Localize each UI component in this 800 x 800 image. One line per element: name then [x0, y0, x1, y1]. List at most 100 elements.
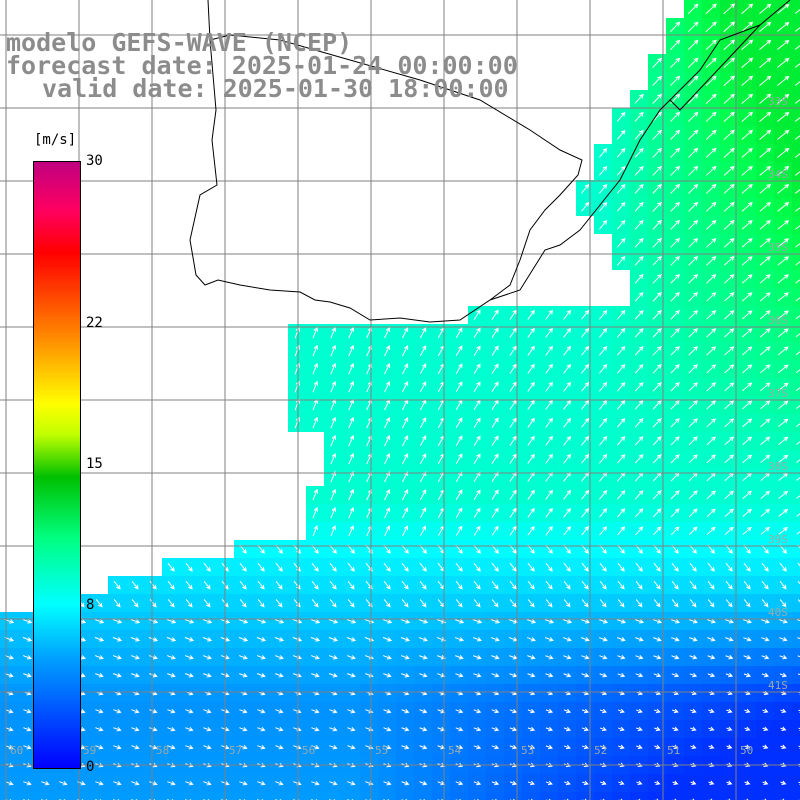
- wind-arrow: [652, 508, 662, 518]
- wind-arrow: [527, 435, 535, 446]
- wind-arrow: [743, 599, 751, 608]
- wind-arrow: [759, 165, 772, 176]
- speed-cell: [792, 396, 800, 414]
- wind-arrow: [652, 273, 662, 284]
- wind-arrow: [563, 525, 571, 536]
- wind-arrow: [419, 489, 427, 501]
- wind-arrow: [759, 310, 771, 320]
- wind-arrow: [741, 274, 753, 284]
- wind-arrow: [202, 655, 212, 660]
- wind-arrow: [257, 708, 266, 714]
- wind-arrow: [347, 562, 355, 572]
- wind-arrow: [509, 309, 517, 320]
- wind-arrow: [185, 562, 193, 572]
- wind-arrow: [563, 327, 572, 338]
- wind-arrow: [149, 580, 157, 590]
- wind-arrow: [130, 637, 141, 642]
- wind-arrow: [688, 201, 699, 212]
- wind-arrow: [149, 781, 158, 786]
- wind-arrow: [670, 273, 680, 284]
- wind-arrow: [777, 328, 789, 338]
- wind-arrow: [796, 513, 800, 517]
- wind-arrow: [130, 655, 140, 660]
- wind-arrow: [670, 418, 680, 428]
- wind-arrow: [795, 333, 800, 338]
- wind-arrow: [780, 780, 787, 785]
- speed-cell: [792, 126, 800, 144]
- wind-arrow: [761, 636, 770, 642]
- wind-arrow: [509, 744, 518, 750]
- wind-arrow: [275, 726, 284, 732]
- wind-arrow: [742, 382, 753, 392]
- speed-cell: [360, 792, 378, 800]
- wind-arrow: [509, 580, 517, 590]
- wind-arrow: [563, 309, 572, 320]
- wind-arrow: [778, 436, 789, 446]
- wind-arrow: [311, 708, 320, 714]
- lat-label: 34S: [768, 168, 788, 181]
- wind-arrow: [634, 237, 644, 248]
- wind-arrow: [670, 147, 681, 158]
- speed-cell: [792, 702, 800, 720]
- wind-arrow: [617, 562, 625, 572]
- wind-arrow: [455, 562, 463, 572]
- wind-arrow: [312, 488, 319, 501]
- wind-arrow: [616, 417, 626, 428]
- wind-arrow: [545, 599, 553, 608]
- wind-arrow: [760, 454, 771, 464]
- wind-arrow: [706, 619, 716, 624]
- wind-arrow: [527, 489, 535, 500]
- wind-arrow: [112, 655, 122, 660]
- wind-arrow: [759, 238, 771, 248]
- wind-arrow: [796, 477, 800, 481]
- wind-arrow: [741, 310, 753, 320]
- wind-arrow: [795, 207, 800, 212]
- wind-arrow: [759, 75, 772, 86]
- wind-arrow: [616, 165, 626, 176]
- wind-arrow: [777, 75, 790, 86]
- wind-arrow: [795, 315, 800, 320]
- wind-arrow: [257, 580, 265, 590]
- wind-arrow: [653, 708, 661, 714]
- lat-label: 36S: [768, 314, 788, 327]
- wind-arrow: [527, 381, 535, 392]
- wind-arrow: [347, 599, 355, 608]
- wind-arrow: [795, 297, 800, 302]
- wind-arrow: [581, 507, 590, 518]
- wind-arrow: [563, 562, 571, 572]
- speed-cell: [792, 252, 800, 270]
- wind-arrow: [671, 654, 680, 660]
- wind-arrow: [185, 708, 194, 714]
- wind-arrow: [599, 489, 608, 500]
- wind-arrow: [742, 526, 752, 535]
- wind-arrow: [131, 673, 140, 678]
- lon-label: 52: [594, 744, 608, 757]
- wind-arrow: [400, 618, 411, 624]
- wind-arrow: [545, 672, 554, 678]
- wind-arrow: [635, 562, 643, 572]
- wind-arrow: [741, 75, 754, 87]
- wind-arrow: [705, 183, 717, 194]
- wind-arrow: [401, 580, 409, 590]
- wind-arrow: [760, 508, 771, 517]
- wind-arrow: [634, 418, 644, 428]
- wind-arrow: [724, 346, 735, 356]
- wind-arrow: [652, 526, 662, 536]
- wind-arrow: [687, 57, 699, 68]
- wind-arrow: [688, 328, 699, 338]
- wind-arrow: [455, 744, 464, 750]
- wind-arrow: [131, 726, 140, 732]
- wind-arrow: [256, 618, 267, 624]
- speed-cell: [792, 270, 800, 288]
- wind-arrow: [708, 780, 715, 785]
- wind-arrow: [796, 423, 800, 427]
- speed-cell: [306, 792, 324, 800]
- wind-arrow: [653, 599, 661, 608]
- wind-arrow: [688, 526, 698, 536]
- wind-arrow: [777, 39, 790, 50]
- speed-cell: [468, 792, 486, 800]
- wind-arrow: [760, 619, 770, 624]
- wind-arrow: [131, 744, 140, 750]
- wind-arrow: [636, 726, 643, 732]
- wind-arrow: [526, 619, 537, 624]
